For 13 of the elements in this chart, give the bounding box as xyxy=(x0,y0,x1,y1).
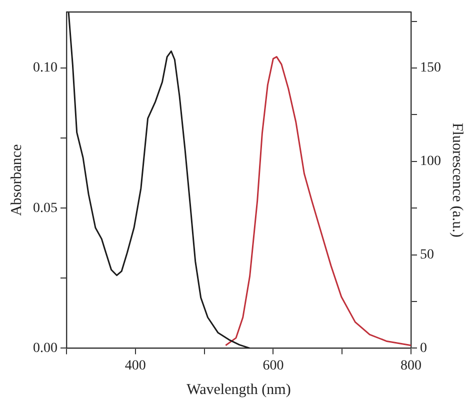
y-tick-label: 0.05 xyxy=(33,200,58,216)
y2-tick-label: 150 xyxy=(420,60,441,76)
y-tick-label: 0.10 xyxy=(33,60,58,76)
x-tick-label: 400 xyxy=(124,358,146,374)
y-tick-label: 0.00 xyxy=(33,340,58,356)
y2-axis-title: Fluorescence (a.u.) xyxy=(449,122,466,238)
y2-tick-label: 100 xyxy=(420,154,441,170)
y-axis-title: Absorbance xyxy=(8,144,25,216)
x-axis-title: Wavelength (nm) xyxy=(186,382,291,398)
y2-tick-label: 0 xyxy=(420,340,427,356)
x-tick-label: 600 xyxy=(262,358,284,374)
y2-tick-label: 50 xyxy=(420,247,434,262)
x-tick-label: 800 xyxy=(400,358,422,374)
